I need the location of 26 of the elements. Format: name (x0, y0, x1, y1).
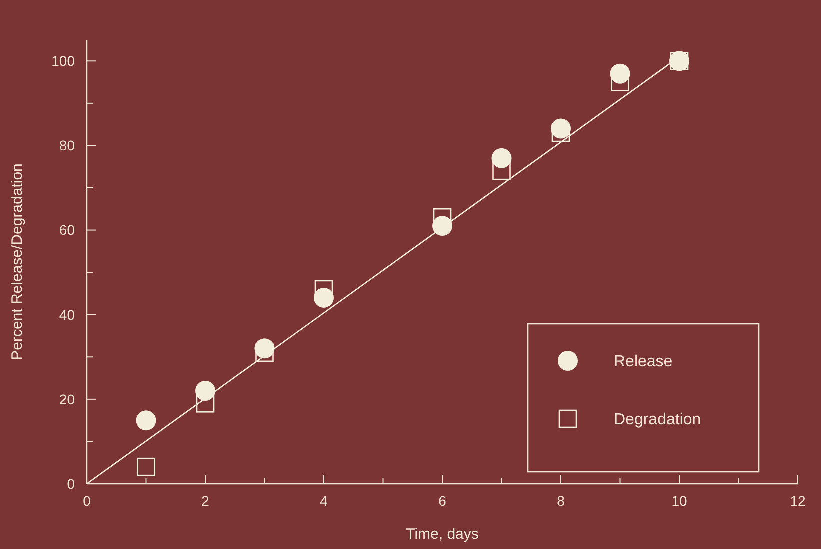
x-tick-label: 6 (438, 493, 447, 509)
x-tick-label: 10 (672, 493, 688, 509)
x-tick-label: 8 (557, 493, 566, 509)
x-tick-label: 12 (790, 493, 806, 509)
x-axis-title: Time, days (406, 526, 479, 543)
y-tick-label: 80 (59, 138, 76, 154)
x-tick-label: 2 (202, 493, 210, 509)
point (136, 410, 156, 431)
point (196, 394, 215, 413)
point (492, 148, 512, 168)
y-tick-label: 40 (59, 306, 76, 323)
y-tick-label: 100 (52, 53, 76, 70)
y-tick-label: 60 (59, 222, 76, 238)
x-tick-label: 4 (320, 493, 328, 509)
y-tick-label: 20 (59, 391, 76, 408)
point (196, 380, 216, 401)
y-tick-label: 0 (67, 476, 76, 492)
point (256, 344, 274, 362)
point (552, 124, 570, 142)
y-axis-title: Percent Release/Degradation (9, 164, 26, 360)
point (137, 458, 156, 476)
x-tick-label: 0 (83, 493, 92, 509)
legend-label: Degradation (614, 412, 702, 429)
legend-label: Release (614, 354, 673, 371)
point (492, 162, 511, 180)
point (314, 288, 334, 308)
